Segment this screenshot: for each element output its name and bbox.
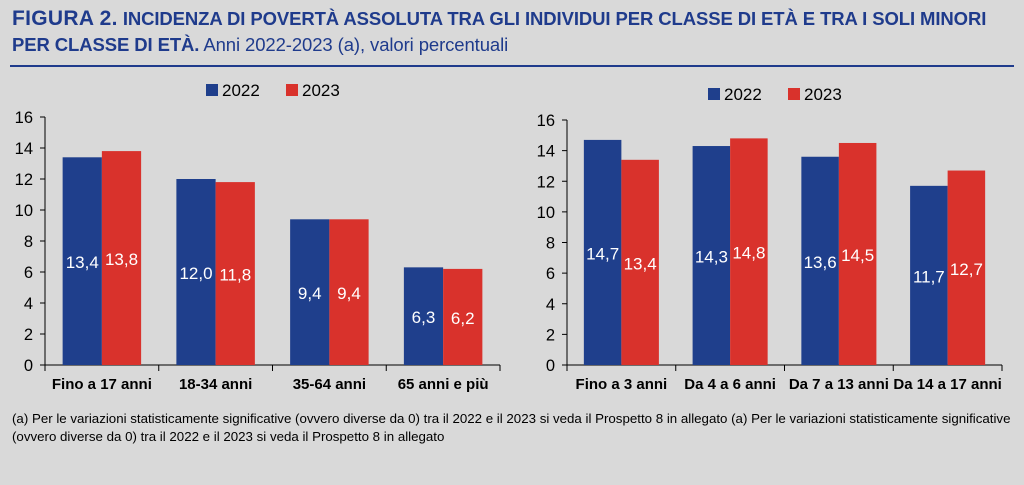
bar-value-label: 14,8 <box>732 244 765 263</box>
y-tick-label: 8 <box>24 233 33 251</box>
y-tick-label: 0 <box>546 357 555 375</box>
legend-label-2022: 2022 <box>222 81 260 100</box>
figure-subtitle: Anni 2022-2023 (a), valori percentuali <box>203 34 509 55</box>
y-tick-label: 6 <box>24 264 33 282</box>
legend-label-2023: 2023 <box>302 81 340 100</box>
bar-value-label: 13,8 <box>105 250 138 269</box>
bar-value-label: 12,0 <box>179 264 212 283</box>
bar-2022 <box>62 157 102 365</box>
y-tick-label: 2 <box>24 326 33 344</box>
y-tick-label: 12 <box>15 171 33 189</box>
y-tick-label: 6 <box>546 265 555 283</box>
bar-2022 <box>403 267 444 365</box>
y-tick-label: 2 <box>546 326 555 344</box>
bar-2023 <box>215 182 255 365</box>
legend-label-2022: 2022 <box>724 85 762 104</box>
bar-value-label: 6,2 <box>451 309 475 328</box>
x-category-label: 65 anni e più <box>398 376 489 393</box>
x-category-label: 18-34 anni <box>179 376 252 393</box>
bar-2022 <box>692 146 731 365</box>
chart-age-classes: 0 2 4 6 8 10 12 14 16 Fino a 17 anni 13,4 13,8 18-34… <box>15 81 501 393</box>
x-category-label: Fino a 3 anni <box>576 376 668 393</box>
bar-value-label: 13,6 <box>804 253 837 272</box>
chart-minors-age-classes: 0 2 4 6 8 10 12 14 16 Fino a 3 anni 14,7 13,4 Da 4 a… <box>537 85 1003 393</box>
legend-label-2023: 2023 <box>804 85 842 104</box>
bar-value-label: 9,4 <box>337 284 361 303</box>
bar-2022 <box>801 156 839 365</box>
title-divider <box>10 65 1014 67</box>
y-tick-label: 16 <box>537 112 555 130</box>
x-category-label: Fino a 17 anni <box>52 376 152 393</box>
y-tick-label: 16 <box>15 109 33 127</box>
bar-2023 <box>443 268 483 365</box>
bar-value-label: 11,7 <box>913 267 945 286</box>
figure-title: FIGURA 2. INCIDENZA DI POVERTÀ ASSOLUTA … <box>12 6 1016 58</box>
y-tick-label: 10 <box>15 202 33 220</box>
y-tick-label: 8 <box>546 235 555 253</box>
legend-swatch-2022 <box>708 88 720 100</box>
bar-2023 <box>730 138 768 365</box>
bar-2022 <box>583 139 622 365</box>
bar-2023 <box>621 159 659 365</box>
bar-value-label: 14,7 <box>586 244 619 263</box>
y-tick-label: 4 <box>24 295 33 313</box>
footnote: (a) Per le variazioni statisticamente si… <box>12 411 1011 444</box>
bar-value-label: 9,4 <box>298 284 322 303</box>
bar-value-label: 12,7 <box>950 260 983 279</box>
legend-swatch-2022 <box>206 84 218 96</box>
y-tick-label: 14 <box>537 143 555 161</box>
bar-value-label: 6,3 <box>412 308 436 327</box>
x-category-label: Da 4 a 6 anni <box>684 376 776 393</box>
bar-2023 <box>838 142 877 365</box>
figure-label: FIGURA 2. <box>12 7 118 30</box>
legend-swatch-2023 <box>286 84 298 96</box>
y-tick-label: 4 <box>546 296 555 314</box>
y-tick-label: 10 <box>537 204 555 222</box>
bar-value-label: 13,4 <box>624 254 657 273</box>
bar-2023 <box>947 170 986 365</box>
x-category-label: Da 14 a 17 anni <box>893 376 1001 393</box>
x-category-label: 35-64 anni <box>293 376 366 393</box>
bar-value-label: 13,4 <box>66 253 99 272</box>
figure-main-title: INCIDENZA DI POVERTÀ ASSOLUTA TRA GLI IN… <box>12 8 987 55</box>
legend-swatch-2023 <box>788 88 800 100</box>
y-tick-label: 12 <box>537 173 555 191</box>
bar-2023 <box>101 151 142 365</box>
y-tick-label: 0 <box>24 357 33 375</box>
bar-2022 <box>290 219 330 365</box>
bar-2022 <box>176 179 216 365</box>
bar-value-label: 11,8 <box>219 266 251 285</box>
bar-2022 <box>910 185 948 365</box>
x-category-label: Da 7 a 13 anni <box>789 376 889 393</box>
y-tick-label: 14 <box>15 140 33 158</box>
bar-2023 <box>329 219 369 365</box>
bar-value-label: 14,5 <box>841 246 874 265</box>
bar-value-label: 14,3 <box>695 248 728 267</box>
